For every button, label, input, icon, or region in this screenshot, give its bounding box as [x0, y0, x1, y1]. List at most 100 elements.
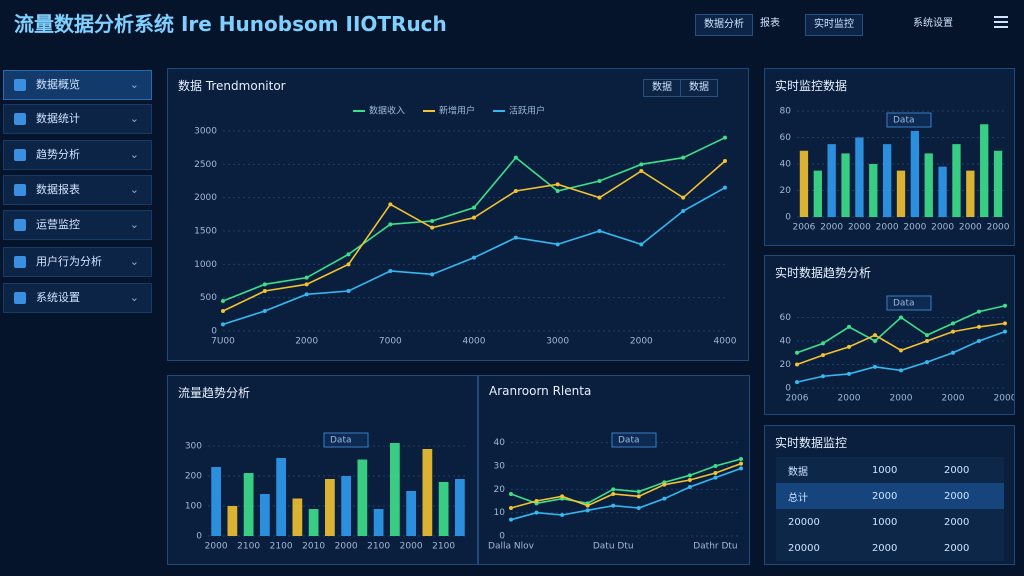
point: [687, 473, 692, 478]
x-tick-label: 2006: [786, 394, 809, 404]
point: [925, 333, 929, 338]
point: [555, 182, 560, 187]
x-tick-label: 4000: [714, 337, 737, 347]
annotation: Data: [893, 299, 915, 309]
table-cell: 2000: [943, 516, 970, 528]
annotation-box: [886, 112, 932, 128]
bar: [980, 124, 989, 217]
point: [388, 222, 393, 227]
menu-icon[interactable]: [994, 16, 1008, 18]
x-tick-label: 2000: [931, 223, 954, 233]
bar: [325, 479, 335, 536]
chevron: ⌄: [129, 255, 139, 268]
realtime-chart: 0 20 40 60 2006 2000 2000 2000 2000 Data: [780, 295, 1014, 404]
x-tick-label: 3000: [546, 337, 569, 347]
point: [534, 510, 539, 515]
menu-label: 运营监控: [36, 218, 80, 231]
point: [723, 159, 727, 163]
point: [681, 195, 686, 200]
y-tick-label: 40: [780, 337, 792, 347]
point: [681, 155, 686, 160]
table-panel: 实时数据监控 数据 1000 2000 总计 2000 2000 20000 1000 2000…: [764, 425, 1015, 565]
y-tick-label: 500: [200, 293, 217, 303]
table-cell: 2000: [871, 490, 898, 502]
traffic-panel: 流量趋势分析 0 100 200 300 2000 2100 2100 2010 2000 210…: [167, 375, 478, 565]
point: [262, 282, 267, 287]
point: [430, 219, 435, 223]
menu-item[interactable]: 运营监控 ⌄: [3, 210, 152, 240]
menu-icon: [14, 113, 26, 125]
point: [951, 321, 955, 326]
x-tick-label: Dalla Nlov: [488, 542, 535, 552]
nav-button[interactable]: 实时监控: [805, 14, 863, 36]
tab[interactable]: 数据: [680, 79, 718, 97]
bar: [855, 137, 864, 217]
x-tick-label: Datu Dtu: [593, 542, 634, 552]
point: [597, 229, 602, 233]
menu-item[interactable]: 趋势分析 ⌄: [3, 140, 152, 170]
menu-item[interactable]: 用户行为分析 ⌄: [3, 247, 152, 277]
point: [262, 289, 267, 293]
point: [555, 242, 560, 247]
table-cell: 数据: [788, 466, 808, 478]
bar: [827, 144, 836, 217]
point: [977, 309, 981, 314]
table-cell: 2000: [943, 490, 970, 502]
nav-button[interactable]: 报表: [760, 18, 780, 29]
legend-label: 活跃用户: [509, 105, 545, 117]
menu-item[interactable]: 数据统计 ⌄: [3, 104, 152, 134]
point: [221, 322, 225, 327]
menu-item[interactable]: 系统设置 ⌄: [3, 283, 152, 313]
tab[interactable]: 数据: [643, 79, 681, 97]
point: [795, 350, 799, 355]
menu-label: 用户行为分析: [36, 255, 102, 268]
point: [304, 275, 309, 280]
x-tick-label: 2010: [302, 542, 325, 552]
panel-title: Aranroorn Rlenta: [489, 384, 592, 398]
point: [687, 485, 692, 489]
point: [639, 169, 644, 173]
x-tick-label: 2000: [400, 542, 423, 552]
bar: [966, 170, 975, 217]
point: [304, 292, 309, 297]
point: [662, 482, 667, 487]
trend-chart: 0 10 20 30 40 Dalla Nlov Datu Dtu Dathr Dtu Data: [488, 432, 743, 552]
y-tick-label: 40: [494, 438, 506, 448]
bar: [924, 153, 933, 217]
realtime-panel: 实时数据趋势分析 0 20 40 60 2006 2000 2000 2000 2000 Data: [764, 255, 1015, 415]
line: [222, 160, 726, 312]
menu-item[interactable]: 数据概览 ⌄: [3, 70, 152, 100]
nav-button[interactable]: 数据分析: [695, 14, 753, 36]
nav-button[interactable]: 系统设置: [913, 18, 953, 29]
y-tick-label: 20: [780, 360, 792, 370]
x-tick-label: 2000: [295, 337, 318, 347]
y-tick-label: 0: [211, 327, 217, 337]
y-tick-label: 300: [185, 442, 202, 452]
point: [346, 262, 351, 267]
y-tick-label: 10: [494, 508, 506, 518]
menu-icon: [14, 256, 26, 268]
legend-label: 数据收入: [369, 105, 405, 117]
table-cell: 20000: [788, 516, 820, 528]
legend-label: 新增用户: [439, 105, 475, 117]
point: [221, 299, 225, 303]
bar: [993, 150, 1003, 217]
bar: [390, 443, 400, 536]
y-tick-label: 30: [494, 462, 506, 472]
menu-item[interactable]: 数据报表 ⌄: [3, 175, 152, 205]
bar: [260, 494, 270, 536]
panel-title: 实时数据趋势分析: [775, 266, 872, 280]
point: [560, 513, 565, 517]
menu-icon: [14, 292, 26, 304]
x-tick-label: 2000: [820, 223, 843, 233]
x-tick-label: 2000: [848, 223, 871, 233]
point: [597, 195, 602, 200]
point: [597, 179, 602, 183]
annotation-box: [886, 295, 932, 311]
bar: [841, 153, 850, 217]
menu-label: 系统设置: [36, 291, 80, 304]
point: [951, 329, 955, 334]
y-tick-label: 2500: [194, 160, 217, 170]
point: [636, 489, 641, 494]
point: [513, 189, 518, 193]
